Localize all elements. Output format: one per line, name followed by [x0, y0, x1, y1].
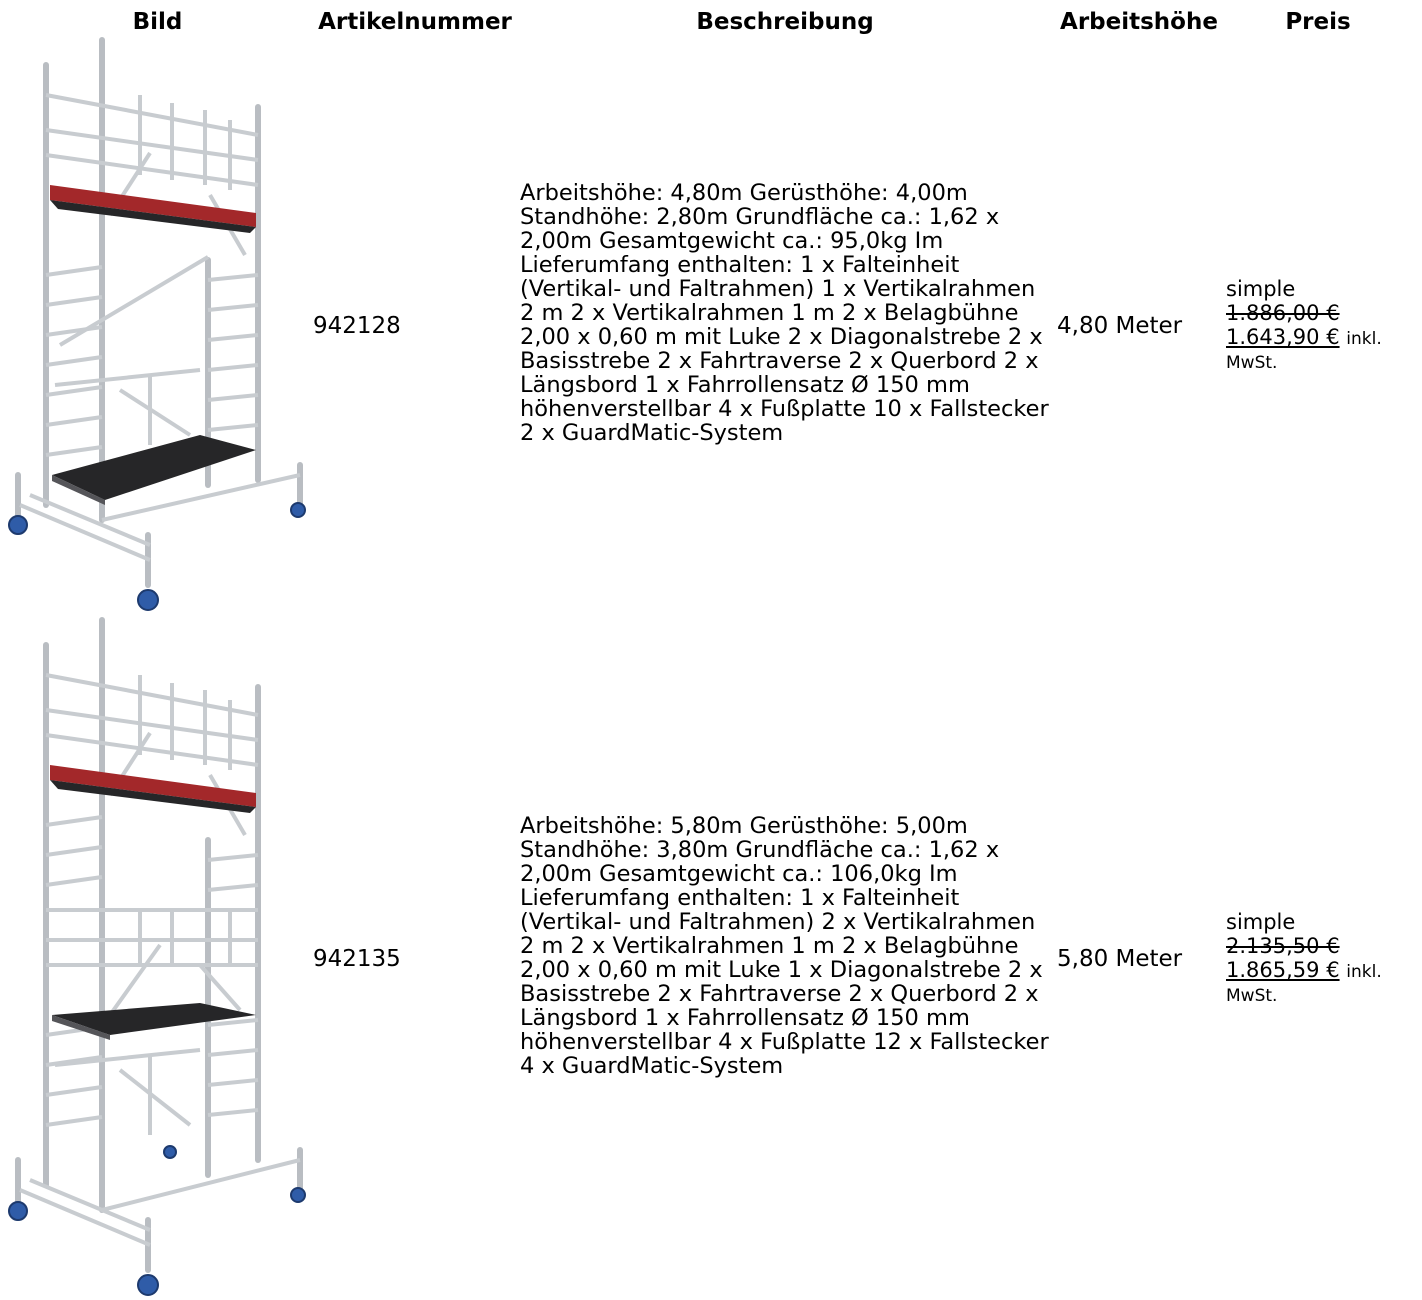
header-arbeitshoehe: Arbeitshöhe	[1060, 9, 1218, 35]
tax-note-vat: MwSt.	[1226, 986, 1278, 1006]
table-row: 942128 Arbeitshöhe: 4,80m Gerüsthöhe: 4,…	[0, 35, 1422, 615]
beschreibung-cell: Arbeitshöhe: 5,80m Gerüsthöhe: 5,00m Sta…	[520, 813, 1049, 1079]
price-type-label: simple	[1226, 910, 1296, 934]
scaffold-tower-image[interactable]	[0, 35, 312, 615]
artikelnummer-cell: 942135	[313, 946, 401, 972]
table-row: 942135 Arbeitshöhe: 5,80m Gerüsthöhe: 5,…	[0, 615, 1422, 1300]
new-price[interactable]: 1.865,59 €	[1226, 958, 1340, 982]
price-cell: simple 1.886,00 € 1.643,90 € inkl. MwSt.	[1226, 277, 1422, 375]
arbeitshoehe-cell: 4,80 Meter	[1057, 313, 1183, 339]
header-bild: Bild	[132, 9, 183, 35]
scaffold-tower-image[interactable]	[0, 615, 312, 1300]
old-price: 2.135,50 €	[1226, 934, 1340, 958]
price-cell: simple 2.135,50 € 1.865,59 € inkl. MwSt.	[1226, 910, 1422, 1008]
header-artikelnummer: Artikelnummer	[318, 9, 512, 35]
tax-note-vat: MwSt.	[1226, 353, 1278, 373]
arbeitshoehe-cell: 5,80 Meter	[1057, 946, 1183, 972]
new-price[interactable]: 1.643,90 €	[1226, 325, 1340, 349]
header-preis: Preis	[1285, 9, 1351, 35]
old-price: 1.886,00 €	[1226, 301, 1340, 325]
beschreibung-cell: Arbeitshöhe: 4,80m Gerüsthöhe: 4,00m Sta…	[520, 180, 1049, 446]
price-type-label: simple	[1226, 277, 1296, 301]
header-beschreibung: Beschreibung	[696, 9, 874, 35]
tax-note: inkl.	[1346, 329, 1382, 349]
artikelnummer-cell: 942128	[313, 313, 401, 339]
tax-note: inkl.	[1346, 962, 1382, 982]
